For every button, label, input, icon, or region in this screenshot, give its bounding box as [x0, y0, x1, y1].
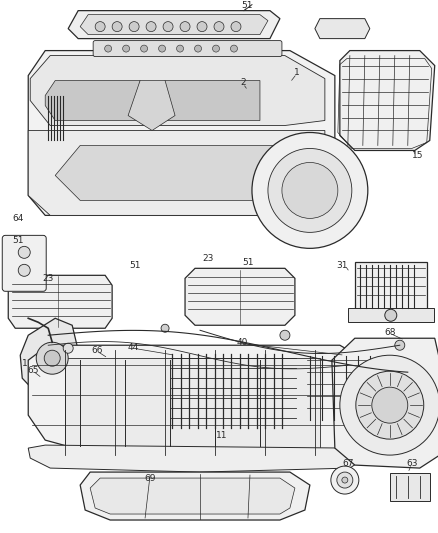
Circle shape: [197, 22, 207, 31]
FancyBboxPatch shape: [2, 236, 46, 292]
Circle shape: [18, 264, 30, 276]
Circle shape: [279, 330, 289, 340]
Circle shape: [194, 45, 201, 52]
Text: 51: 51: [242, 258, 253, 267]
Circle shape: [162, 22, 173, 31]
Circle shape: [36, 342, 68, 374]
Circle shape: [267, 149, 351, 232]
Polygon shape: [185, 268, 294, 325]
Circle shape: [230, 45, 237, 52]
Circle shape: [371, 387, 407, 423]
Circle shape: [104, 45, 111, 52]
Circle shape: [122, 45, 129, 52]
Text: 1: 1: [22, 359, 28, 368]
Circle shape: [355, 371, 423, 439]
Text: 1: 1: [293, 68, 299, 77]
Text: 65: 65: [28, 366, 39, 375]
Bar: [297, 352, 307, 430]
Bar: [354, 262, 426, 310]
Circle shape: [44, 350, 60, 366]
Text: 2: 2: [240, 78, 245, 87]
FancyBboxPatch shape: [93, 41, 281, 56]
Polygon shape: [339, 51, 434, 150]
Polygon shape: [8, 276, 112, 328]
Circle shape: [212, 45, 219, 52]
Circle shape: [63, 343, 73, 353]
Circle shape: [213, 22, 223, 31]
Circle shape: [140, 45, 147, 52]
Polygon shape: [80, 472, 309, 520]
Text: 63: 63: [405, 458, 417, 467]
Text: 23: 23: [42, 274, 54, 283]
Bar: [160, 352, 170, 430]
Polygon shape: [90, 478, 294, 514]
Polygon shape: [28, 345, 379, 465]
Polygon shape: [30, 55, 324, 125]
Text: 69: 69: [144, 473, 155, 482]
Bar: [304, 352, 386, 424]
Circle shape: [251, 133, 367, 248]
Circle shape: [129, 22, 139, 31]
Circle shape: [161, 324, 169, 332]
Polygon shape: [28, 445, 364, 472]
Circle shape: [330, 466, 358, 494]
Bar: [389, 473, 429, 501]
Bar: [168, 350, 297, 432]
Text: 11: 11: [216, 431, 227, 440]
Bar: [65, 358, 319, 448]
Bar: [384, 355, 392, 420]
Bar: [347, 308, 433, 322]
Circle shape: [18, 246, 30, 259]
Circle shape: [180, 22, 190, 31]
Polygon shape: [68, 11, 279, 38]
Text: 51: 51: [240, 1, 252, 10]
Polygon shape: [155, 80, 259, 120]
Text: 23: 23: [202, 254, 213, 263]
Circle shape: [146, 22, 156, 31]
Text: 64: 64: [13, 214, 24, 223]
Polygon shape: [331, 338, 438, 468]
Polygon shape: [28, 131, 324, 215]
Text: 51: 51: [12, 236, 24, 245]
Polygon shape: [80, 14, 267, 35]
Circle shape: [281, 163, 337, 219]
Polygon shape: [45, 80, 140, 120]
Circle shape: [339, 355, 438, 455]
Circle shape: [336, 472, 352, 488]
Text: 40: 40: [236, 338, 247, 347]
Circle shape: [176, 45, 183, 52]
Polygon shape: [128, 80, 175, 131]
Polygon shape: [314, 19, 369, 38]
Circle shape: [230, 22, 240, 31]
Circle shape: [384, 309, 396, 321]
Text: 15: 15: [411, 151, 423, 160]
Text: 44: 44: [127, 343, 138, 352]
Circle shape: [394, 340, 404, 350]
Circle shape: [95, 22, 105, 31]
Polygon shape: [28, 51, 334, 215]
Circle shape: [112, 22, 122, 31]
Text: 66: 66: [91, 346, 102, 355]
Text: 31: 31: [336, 261, 347, 270]
Polygon shape: [20, 318, 78, 395]
Circle shape: [158, 45, 165, 52]
Text: 68: 68: [383, 328, 395, 337]
Polygon shape: [55, 146, 309, 200]
Circle shape: [341, 477, 347, 483]
Text: 51: 51: [129, 261, 141, 270]
Text: 67: 67: [341, 458, 353, 467]
